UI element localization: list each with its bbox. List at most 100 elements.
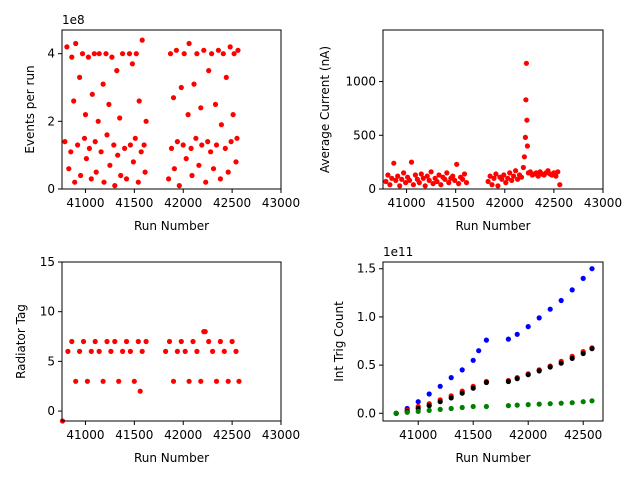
data-point-events-s0-55 (167, 51, 174, 57)
data-point-events-s0-81 (209, 51, 215, 57)
data-point-radiator-s0-8 (92, 338, 98, 345)
data-point-events-s0-71 (193, 135, 199, 141)
data-point-radiator-s0-30 (190, 338, 196, 345)
data-point-trig-s0-2 (415, 399, 421, 405)
data-point-events-s0-42 (127, 142, 133, 148)
data-point-events-s0-94 (230, 112, 236, 118)
data-point-events-s0-62 (178, 84, 184, 91)
data-point-events-s0-47 (135, 179, 141, 185)
data-point-radiator-s0-11 (104, 338, 110, 345)
data-point-trig-s3-13 (547, 401, 553, 407)
data-point-events-s0-21 (93, 169, 99, 175)
data-point-events-s0-5 (71, 98, 77, 104)
y-tick-label-trig-0: 0.0 (357, 406, 376, 420)
data-point-radiator-s0-4 (77, 348, 83, 354)
data-point-events-s0-73 (196, 162, 202, 168)
data-point-current-s0-66 (524, 143, 531, 149)
data-point-current-s0-64 (523, 60, 530, 66)
x-tick-label-trig-42500: 42500 (564, 428, 602, 442)
data-point-current-s0-20 (422, 183, 428, 189)
data-point-radiator-s0-10 (100, 378, 106, 384)
data-point-events-s0-61 (176, 183, 182, 189)
data-point-events-s0-8 (75, 142, 81, 148)
data-point-events-s0-17 (88, 176, 94, 182)
x-tick-label-events-42000: 42000 (164, 196, 202, 210)
data-point-events-s0-79 (206, 68, 212, 74)
data-point-trig-s3-14 (558, 400, 564, 406)
data-point-events-s0-59 (173, 47, 179, 53)
data-point-radiator-s0-17 (127, 348, 133, 354)
data-point-events-s0-9 (77, 74, 83, 80)
data-point-events-s0-78 (205, 139, 211, 145)
frame-trig (382, 261, 604, 422)
data-point-events-s0-58 (171, 166, 177, 172)
data-point-events-s0-50 (139, 37, 145, 43)
data-point-radiator-s0-24 (166, 338, 173, 345)
data-point-trig-s0-17 (580, 275, 586, 281)
data-point-trig-s0-5 (448, 375, 454, 381)
data-point-trig-s3-4 (437, 406, 443, 412)
data-point-current-s0-44 (489, 182, 495, 188)
data-point-events-s0-7 (73, 40, 79, 47)
data-point-current-s0-45 (491, 175, 497, 181)
y-tick-label-events-4: 4 (47, 47, 55, 61)
data-point-trig-s0-18 (589, 266, 595, 272)
data-point-trig-s3-15 (569, 400, 575, 406)
data-point-events-s0-20 (92, 139, 98, 145)
data-point-current-s0-49 (499, 176, 505, 182)
data-point-radiator-s0-32 (198, 378, 204, 384)
data-point-current-s0-1 (385, 172, 391, 178)
data-point-events-s0-52 (142, 169, 148, 175)
data-point-events-s0-83 (212, 101, 219, 107)
data-point-events-s0-74 (198, 105, 204, 111)
data-point-current-s0-43 (487, 173, 493, 179)
data-point-trig-s3-9 (505, 403, 511, 409)
data-point-radiator-s0-14 (116, 378, 122, 384)
data-point-radiator-s0-27 (178, 338, 184, 345)
data-point-current-s0-72 (535, 173, 541, 179)
x-tick-label-events-41000: 41000 (66, 196, 104, 210)
data-point-current-s0-28 (438, 182, 444, 188)
data-point-current-s0-47 (495, 183, 501, 189)
y-tick-label-current-1000: 1000 (345, 75, 376, 89)
data-point-events-s0-6 (72, 179, 78, 185)
data-point-current-s0-39 (460, 176, 466, 182)
data-point-trig-s3-0 (393, 410, 399, 416)
plot-area-trig (383, 262, 603, 421)
data-point-trig-s0-9 (483, 337, 489, 343)
data-point-radiator-s0-23 (163, 348, 169, 354)
data-point-current-s0-63 (523, 97, 529, 103)
ylabel-trig: Int Trig Count (332, 301, 346, 382)
ticks-events: 41000 41500 42000 42500 43000 0 2 4 (47, 47, 300, 210)
data-point-trig-s3-6 (459, 404, 465, 411)
data-point-radiator-s0-40 (225, 378, 231, 384)
data-point-trig-s0-15 (558, 297, 564, 304)
data-point-events-s0-48 (136, 98, 142, 104)
data-point-events-s0-11 (79, 51, 86, 57)
data-point-events-s0-84 (213, 142, 220, 148)
data-point-events-s0-28 (104, 132, 110, 138)
data-point-trig-s0-7 (470, 357, 476, 363)
data-point-current-s0-40 (461, 171, 468, 177)
data-point-events-s0-82 (210, 166, 217, 172)
data-point-trig-s2-17 (589, 346, 595, 352)
x-tick-label-trig-41500: 41500 (454, 428, 492, 442)
data-point-events-s0-23 (96, 51, 102, 57)
plot-area-current (383, 30, 603, 189)
data-point-current-s0-51 (503, 180, 509, 186)
data-point-trig-s3-1 (404, 409, 410, 415)
data-point-current-s0-23 (428, 169, 434, 175)
data-point-events-s0-69 (189, 172, 195, 179)
data-point-radiator-s0-37 (213, 378, 220, 384)
data-point-events-s0-46 (133, 51, 139, 57)
xlabel-radiator: Run Number (134, 451, 209, 465)
data-point-events-s0-2 (66, 166, 72, 172)
data-point-events-s0-65 (183, 156, 189, 162)
data-point-events-s0-22 (95, 118, 101, 124)
data-point-current-s0-4 (391, 160, 397, 166)
data-point-events-s0-87 (218, 122, 224, 128)
data-point-trig-s3-7 (470, 403, 476, 410)
data-point-radiator-s0-28 (182, 348, 188, 354)
data-point-radiator-s0-22 (143, 338, 149, 345)
data-point-events-s0-54 (166, 176, 172, 182)
